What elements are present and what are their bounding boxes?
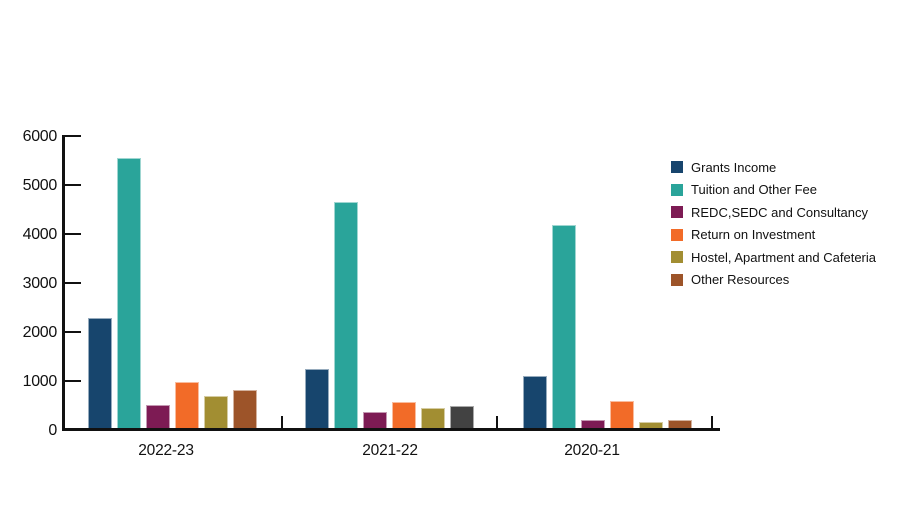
- bar-other-resources-2020-21: [668, 420, 692, 428]
- bar-redc-sedc-and-consultancy-2020-21: [581, 420, 605, 428]
- y-tick-label: 5000: [22, 177, 58, 194]
- x-category-label: 2022-23: [138, 442, 194, 459]
- y-tick-mark: [65, 184, 81, 186]
- y-tick-mark: [65, 282, 81, 284]
- legend-label: Other Resources: [691, 272, 790, 288]
- bar-other-resources-2021-22: [450, 406, 474, 428]
- y-tick-mark: [65, 233, 81, 235]
- x-axis-line: [62, 428, 720, 431]
- legend-swatch-icon: [671, 161, 683, 173]
- bar-return-on-investment-2021-22: [392, 402, 416, 428]
- legend: Grants Income Tuition and Other Fee REDC,S…: [671, 161, 876, 297]
- y-tick-label: 4000: [22, 226, 58, 243]
- x-tick-mark: [711, 416, 713, 428]
- bar-redc-sedc-and-consultancy-2022-23: [146, 405, 170, 428]
- legend-label: Return on Investment: [691, 227, 816, 243]
- y-axis-line: [62, 135, 65, 431]
- y-tick-label: 2000: [22, 324, 58, 341]
- legend-swatch-icon: [671, 228, 683, 241]
- y-tick-label: 0: [48, 422, 57, 439]
- bar-return-on-investment-2020-21: [610, 401, 634, 428]
- legend-entry: Hostel, Apartment and Cafeteria: [671, 249, 876, 265]
- bar-hostel-apartment-and-cafeteria-2020-21: [639, 422, 663, 428]
- y-tick-mark: [65, 331, 81, 333]
- x-category-label: 2020-21: [564, 442, 620, 459]
- bar-hostel-apartment-and-cafeteria-2022-23: [204, 396, 228, 428]
- legend-entry: REDC,SEDC and Consultancy: [671, 204, 876, 220]
- legend-label: Grants Income: [691, 159, 777, 175]
- legend-label: REDC,SEDC and Consultancy: [691, 204, 869, 220]
- bar-return-on-investment-2022-23: [175, 382, 199, 428]
- legend-swatch-icon: [671, 251, 683, 264]
- bar-grants-income-2022-23: [88, 318, 112, 428]
- legend-entry: Tuition and Other Fee: [671, 182, 876, 198]
- bar-other-resources-2022-23: [233, 390, 257, 428]
- legend-swatch-icon: [671, 206, 683, 219]
- legend-swatch-icon: [671, 183, 683, 196]
- bar-grants-income-2020-21: [523, 376, 547, 428]
- bar-tuition-and-other-fee-2020-21: [552, 225, 576, 428]
- x-category-label: 2021-22: [362, 442, 418, 459]
- bar-grants-income-2021-22: [305, 369, 329, 428]
- y-tick-mark: [65, 380, 81, 382]
- x-tick-mark: [281, 416, 283, 428]
- bar-tuition-and-other-fee-2022-23: [117, 158, 141, 428]
- legend-label: Tuition and Other Fee: [691, 182, 817, 198]
- y-tick-label: 6000: [22, 128, 58, 145]
- y-tick-label: 3000: [22, 275, 58, 292]
- legend-entry: Other Resources: [671, 272, 876, 288]
- legend-label: Hostel, Apartment and Cafeteria: [691, 249, 876, 265]
- y-tick-label: 1000: [22, 373, 58, 390]
- y-tick-mark: [65, 135, 81, 137]
- bar-hostel-apartment-and-cafeteria-2021-22: [421, 408, 445, 428]
- bar-tuition-and-other-fee-2021-22: [334, 202, 358, 428]
- legend-entry: Grants Income: [671, 159, 876, 175]
- legend-swatch-icon: [671, 273, 683, 286]
- legend-entry: Return on Investment: [671, 227, 876, 243]
- bar-redc-sedc-and-consultancy-2021-22: [363, 412, 387, 428]
- x-tick-mark: [496, 416, 498, 428]
